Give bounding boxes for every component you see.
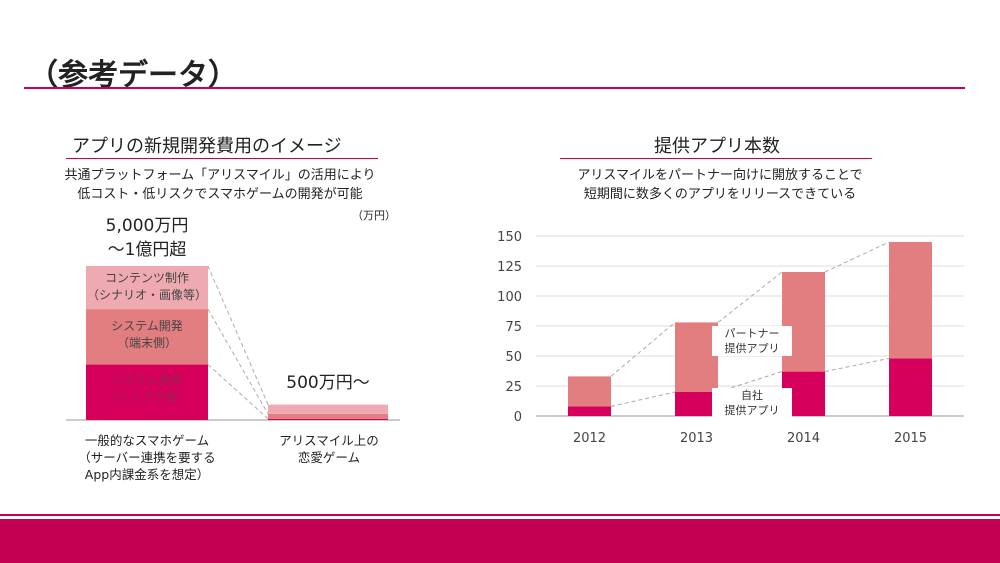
annotation-own-line-2: 提供アプリ	[724, 404, 780, 417]
left-total-label: 5,000万円 ～1億円超	[80, 214, 214, 262]
connector-line	[824, 357, 890, 373]
bar-left-content	[86, 266, 208, 310]
apps-bars	[568, 242, 932, 416]
bar-2015-partner	[889, 242, 932, 359]
connector-line	[610, 322, 676, 377]
bar-right-infra	[268, 418, 388, 420]
bar-2015-own	[889, 358, 932, 416]
y-tick-label: 50	[505, 350, 522, 365]
apps-desc-line-2: 短期間に数多くのアプリをリリースできている	[583, 187, 857, 202]
category-left-line-2: （サーバー連携を要する	[78, 450, 216, 465]
bar-2013-partner	[675, 322, 718, 392]
cost-panel-description: 共通プラットフォーム「アリスマイル」の活用により 低コスト・低リスクでスマホゲー…	[40, 166, 400, 204]
connector-line	[717, 271, 783, 323]
segment-label-terminal: システム開発 （端末側）	[86, 318, 208, 352]
annotation-partner-line-1: パートナー	[724, 327, 780, 340]
apps-y-tick-labels: 0 25 50 75 100 125 150	[497, 230, 522, 425]
title-rule	[24, 87, 965, 89]
segment-label-infra: システム開発 （インフラ側）	[86, 372, 208, 406]
y-tick-label: 0	[514, 410, 522, 425]
bar-2012-partner	[568, 376, 611, 407]
connector-mid-1	[207, 308, 269, 415]
left-total-line-1: 5,000万円	[105, 216, 189, 236]
right-total-label: 500万円～	[286, 373, 370, 393]
bar-2014-partner	[782, 272, 825, 372]
annotation-partner-apps: パートナー 提供アプリ	[712, 326, 792, 356]
segment-infra-line-2: （インフラ側）	[105, 390, 189, 404]
category-left-line-3: App内課金系を想定）	[84, 467, 210, 482]
bar-left-terminal	[86, 309, 208, 365]
segment-label-content: コンテンツ制作 （シナリオ・画像等）	[86, 270, 208, 304]
category-left: 一般的なスマホゲーム （サーバー連携を要する App内課金系を想定）	[62, 432, 232, 483]
segment-content-line-2: （シナリオ・画像等）	[86, 288, 207, 302]
y-tick-label: 125	[497, 260, 522, 275]
apps-connectors	[610, 241, 890, 407]
category-left-line-1: 一般的なスマホゲーム	[84, 433, 210, 448]
apps-desc-line-1: アリスマイルをパートナー向けに開放することで	[577, 168, 863, 183]
apps-panel-description: アリスマイルをパートナー向けに開放することで 短期間に数多くのアプリをリリースで…	[540, 166, 900, 204]
cost-panel-title: アプリの新規開発費用のイメージ	[72, 136, 342, 157]
apps-x-tick-labels: 2012 2013 2014 2015	[573, 431, 927, 446]
x-tick-label: 2012	[573, 431, 606, 446]
annotation-partner-line-2: 提供アプリ	[724, 342, 780, 355]
cost-desc-line-1: 共通プラットフォーム「アリスマイル」の活用により	[64, 168, 376, 183]
bar-2013-own	[675, 392, 718, 416]
y-tick-label: 75	[505, 320, 522, 335]
x-tick-label: 2013	[680, 431, 713, 446]
annotation-own-line-1: 自社	[741, 389, 763, 402]
y-tick-label: 25	[505, 380, 522, 395]
connector-line	[824, 241, 890, 273]
footer-band	[0, 519, 1000, 563]
segment-content-line-1: コンテンツ制作	[104, 271, 189, 285]
footer-line	[0, 514, 1000, 516]
bar-right-terminal	[268, 413, 388, 419]
segment-infra-line-1: システム開発	[111, 373, 183, 387]
left-total-line-2: ～1億円超	[107, 240, 187, 260]
x-tick-label: 2015	[894, 431, 927, 446]
x-tick-label: 2014	[787, 431, 820, 446]
bar-2012-own	[568, 406, 611, 416]
category-right-line-2: 恋愛ゲーム	[297, 450, 361, 465]
apps-panel-rule	[560, 158, 872, 159]
cost-desc-line-2: 低コスト・低リスクでスマホゲームの開発が可能	[77, 187, 363, 202]
apps-panel-title: 提供アプリ本数	[654, 136, 780, 157]
segment-terminal-line-1: システム開発	[111, 319, 183, 333]
annotation-own-apps: 自社 提供アプリ	[712, 388, 792, 418]
category-right: アリスマイル上の 恋愛ゲーム	[264, 432, 394, 466]
bar-left-infra	[86, 364, 208, 420]
category-right-line-1: アリスマイル上の	[279, 433, 379, 448]
cost-panel-rule	[66, 158, 378, 159]
segment-terminal-line-2: （端末側）	[116, 336, 177, 350]
cost-unit-label: （万円）	[352, 209, 396, 222]
y-tick-label: 150	[497, 230, 522, 245]
connector-line	[610, 391, 676, 407]
y-tick-label: 100	[497, 290, 522, 305]
bar-right-content	[268, 404, 388, 414]
